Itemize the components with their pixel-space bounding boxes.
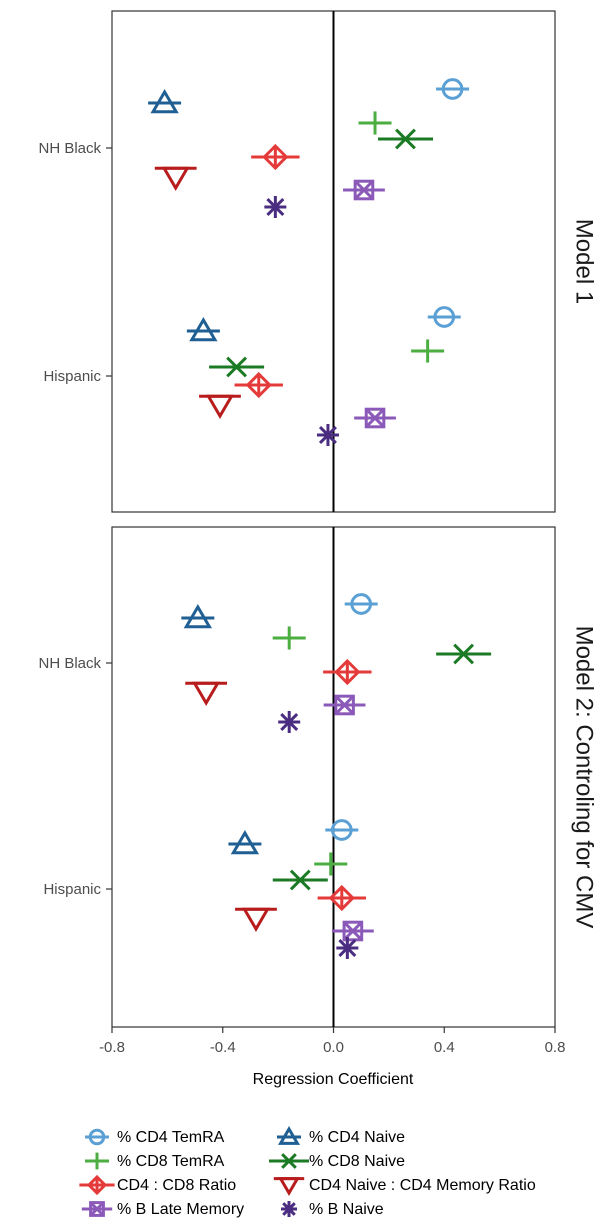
panel-2: NH Black Hispanic Model 2: Controling for …	[38, 526, 598, 1028]
legend-label: % CD8 TemRA	[117, 1153, 225, 1170]
point-cd4-naive-cd4-memory-ratio-hispanic	[235, 907, 277, 932]
point-cd4-temra-hispanic	[325, 819, 359, 841]
point-cd8-temra-nh-black	[272, 626, 306, 650]
legend-label: CD4 Naive : CD4 Memory Ratio	[309, 1177, 536, 1194]
point-cd4-naive-nh-black	[148, 89, 182, 114]
panel-1: NH Black Hispanic Model 1	[38, 10, 598, 513]
circle-plus-icon	[85, 1128, 109, 1146]
legend-label: % B Late Memory	[117, 1201, 244, 1218]
x-tick-label: -0.8	[99, 1039, 125, 1056]
triangle-up-icon	[277, 1126, 301, 1145]
point-cd4-naive-cd4-memory-ratio-hispanic	[199, 394, 241, 419]
legend-item-cd4-naive-cd4-memory-ratio: CD4 Naive : CD4 Memory Ratio	[273, 1177, 536, 1196]
point-cd8-naive-nh-black	[377, 128, 433, 150]
legend-label: % CD4 TemRA	[117, 1129, 225, 1146]
point-cd4-cd8-ratio-hispanic	[317, 884, 367, 912]
point-cd8-temra-hispanic	[411, 339, 445, 363]
legend-item-cd8-temra: % CD8 TemRA	[85, 1152, 225, 1170]
point-cd4-naive-nh-black	[181, 604, 215, 629]
point-cd4-cd8-ratio-hispanic	[234, 371, 283, 399]
point-b-late-memory-hispanic	[331, 920, 374, 942]
point-b-late-memory-nh-black	[343, 179, 385, 201]
point-cd4-cd8-ratio-nh-black	[323, 658, 372, 686]
y-tick-label: NH Black	[38, 140, 101, 157]
diamond-plus-icon	[79, 1174, 115, 1196]
point-b-naive-hispanic	[316, 424, 339, 446]
point-cd8-temra-nh-black	[358, 111, 392, 135]
legend-item-cd4-temra: % CD4 TemRA	[85, 1128, 225, 1146]
point-cd8-naive-hispanic	[209, 356, 265, 378]
panels: NH Black Hispanic Model 1 NH Black Hispanic M…	[38, 10, 598, 1028]
x-axis-title: Regression Coefficient	[253, 1071, 414, 1088]
triangle-down-icon	[273, 1177, 305, 1196]
square-x-icon	[81, 1201, 113, 1217]
point-b-naive-nh-black	[264, 196, 287, 218]
legend-label: % CD4 Naive	[309, 1129, 405, 1146]
point-b-naive-hispanic	[336, 937, 359, 959]
legend-label: % B Naive	[309, 1201, 384, 1218]
point-cd8-naive-hispanic	[272, 869, 328, 891]
y-tick-label: Hispanic	[43, 881, 101, 898]
legend-item-b-late-memory: % B Late Memory	[81, 1201, 244, 1218]
x-tick-label: -0.4	[210, 1039, 236, 1056]
point-cd4-naive-hispanic	[228, 830, 262, 855]
legend-label: CD4 : CD8 Ratio	[117, 1177, 236, 1194]
point-b-late-memory-hispanic	[354, 407, 396, 429]
x-tick-label: 0.0	[323, 1039, 344, 1056]
asterisk-icon	[281, 1201, 297, 1217]
legend-item-cd8-naive: % CD8 Naive	[269, 1153, 405, 1170]
point-cd4-temra-nh-black	[436, 78, 470, 100]
y-tick-label: NH Black	[38, 655, 101, 672]
point-cd4-temra-hispanic	[427, 306, 461, 328]
x-tick-label: 0.4	[434, 1039, 455, 1056]
legend-item-cd4-cd8-ratio: CD4 : CD8 Ratio	[79, 1174, 236, 1196]
legend-label: % CD8 Naive	[309, 1153, 405, 1170]
point-cd8-temra-hispanic	[314, 852, 348, 876]
point-b-late-memory-nh-black	[323, 694, 366, 716]
x-tick-label: 0.8	[545, 1039, 566, 1056]
plus-icon	[85, 1152, 109, 1170]
point-cd4-naive-hispanic	[186, 317, 220, 342]
panel-strip-label: Model 1	[571, 219, 598, 304]
legend-item-b-naive: % B Naive	[281, 1201, 384, 1218]
point-cd4-naive-cd4-memory-ratio-nh-black	[185, 681, 228, 706]
x-axis: Regression Coefficient -0.8 -0.4 0.0 0.4 0.8	[99, 1027, 565, 1088]
point-cd8-naive-nh-black	[436, 643, 492, 665]
legend-item-cd4-naive: % CD4 Naive	[277, 1126, 405, 1146]
legend: % CD4 TemRA % CD4 Naive % CD8 TemRA % CD8 N…	[79, 1126, 536, 1218]
panel-strip-label: Model 2: Controling for CMV	[571, 626, 598, 929]
y-tick-label: Hispanic	[43, 368, 101, 385]
point-b-naive-nh-black	[278, 711, 301, 733]
cross-icon	[269, 1153, 309, 1169]
point-cd4-cd8-ratio-nh-black	[251, 143, 300, 171]
point-cd4-temra-nh-black	[344, 593, 378, 615]
point-cd4-naive-cd4-memory-ratio-nh-black	[154, 166, 197, 191]
